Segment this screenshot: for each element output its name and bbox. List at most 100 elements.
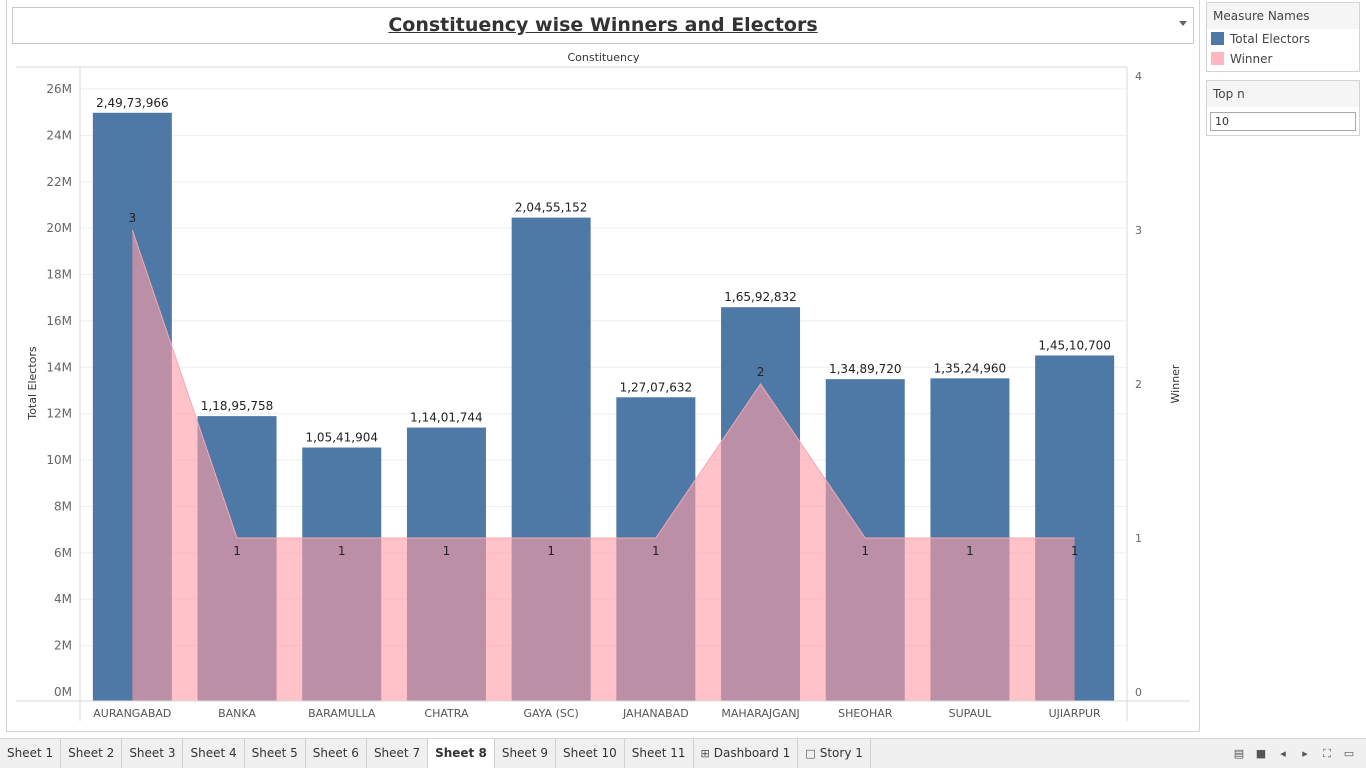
sheet-tabs: Sheet 1 Sheet 2 Sheet 3 Sheet 4 Sheet 5 Sheet… <box>0 739 871 768</box>
tab-sheet-1[interactable]: Sheet 1 <box>0 739 62 768</box>
winner-data-label: 1 <box>1071 544 1079 558</box>
legend-panel: Measure Names Total Electors Winner <box>1206 2 1360 72</box>
tab-sheet-2[interactable]: Sheet 2 <box>61 739 123 768</box>
data-labels: 2,49,73,966 1,18,95,758 1,05,41,904 1,14,01… <box>96 96 1111 558</box>
bar-data-label: 1,65,92,832 <box>724 290 797 304</box>
tab-label: Sheet 10 <box>562 746 617 760</box>
tab-sheet-9[interactable]: Sheet 9 <box>495 739 556 768</box>
area-winner <box>131 229 1075 701</box>
y-tick-label: 6M <box>54 546 72 560</box>
bar-data-label: 1,18,95,758 <box>201 399 274 413</box>
tab-label: Sheet 1 <box>7 746 54 760</box>
tab-sheet-4[interactable]: Sheet 4 <box>183 739 245 768</box>
tab-label: Sheet 3 <box>129 746 176 760</box>
tab-dashboard-1[interactable]: ⊞ Dashboard 1 <box>694 739 799 768</box>
tab-sheet-10[interactable]: Sheet 10 <box>556 739 625 768</box>
x-tick-label: UJIARPUR <box>1049 707 1101 720</box>
bar-data-label: 1,27,07,632 <box>620 380 693 394</box>
y-tick-label: 22M <box>46 175 72 189</box>
y-tick-label: 2M <box>54 639 72 653</box>
winner-data-label: 1 <box>861 544 869 558</box>
bar-data-label: 1,45,10,700 <box>1038 338 1111 352</box>
top-n-input[interactable] <box>1210 112 1356 131</box>
column-header: Constituency <box>567 51 640 64</box>
tab-sheet-5[interactable]: Sheet 5 <box>245 739 306 768</box>
legend-label: Winner <box>1230 52 1273 66</box>
tab-sheet-11[interactable]: Sheet 11 <box>625 739 694 768</box>
legend-swatch-winner <box>1211 52 1224 65</box>
y-tick-label: 8M <box>54 499 72 513</box>
tab-controls: ▤ ■ ◂ ▸ ⛶ ▭ <box>1228 739 1360 768</box>
tab-label: Sheet 4 <box>190 746 237 760</box>
winner-data-label: 1 <box>338 544 346 558</box>
y-axis-title: Total Electors <box>26 346 39 421</box>
tab-sheet-8[interactable]: Sheet 8 <box>428 739 495 768</box>
presentation-mode-icon[interactable]: ▭ <box>1343 746 1355 760</box>
bar-data-label: 2,49,73,966 <box>96 96 169 110</box>
y2-tick-label: 2 <box>1135 378 1142 391</box>
chevron-down-icon[interactable] <box>1179 21 1187 26</box>
fullscreen-icon[interactable]: ⛶ <box>1323 746 1331 760</box>
winner-data-label: 1 <box>966 544 974 558</box>
tab-story-1[interactable]: □ Story 1 <box>798 739 871 768</box>
bar-data-label: 1,05,41,904 <box>305 431 378 445</box>
x-tick-label: BARAMULLA <box>308 707 376 720</box>
next-sheet-icon[interactable]: ▸ <box>1302 746 1308 760</box>
y-tick-label: 12M <box>46 407 72 421</box>
previous-sheet-icon[interactable]: ◂ <box>1280 746 1286 760</box>
winner-data-label: 2 <box>757 365 765 379</box>
bar-data-label: 1,34,89,720 <box>829 362 902 376</box>
x-tick-label: CHATRA <box>424 707 469 720</box>
tab-label: Sheet 5 <box>251 746 298 760</box>
sheet-tab-bar: Sheet 1 Sheet 2 Sheet 3 Sheet 4 Sheet 5 Sheet… <box>0 738 1366 768</box>
y-tick-label: 14M <box>46 360 72 374</box>
tab-label: Sheet 9 <box>501 746 548 760</box>
show-tabs-icon[interactable]: ■ <box>1255 746 1267 760</box>
worksheet-area <box>6 0 1200 732</box>
winner-data-label: 1 <box>443 544 451 558</box>
y-tick-label: 4M <box>54 592 72 606</box>
combo-chart: Constituency0M2M4M6M8M10M12M14M16M18M20M… <box>16 51 1190 721</box>
y2-axis-title: Winner <box>1169 364 1182 403</box>
story-icon: □ <box>805 747 816 760</box>
dashboard-icon: ⊞ <box>700 747 710 760</box>
x-tick-label: SHEOHAR <box>838 707 893 720</box>
top-n-parameter-panel: Top n <box>1206 80 1360 136</box>
show-filmstrip-icon[interactable]: ▤ <box>1233 746 1245 760</box>
chart-title-box: Constituency wise Winners and Electors <box>12 7 1194 44</box>
y-tick-label: 24M <box>46 128 72 142</box>
bar-data-label: 1,14,01,744 <box>410 411 483 425</box>
x-tick-label: GAYA (SC) <box>523 707 578 720</box>
y2-tick-label: 1 <box>1135 532 1142 545</box>
legend-item-winner[interactable]: Winner <box>1207 49 1359 69</box>
legend-label: Total Electors <box>1230 32 1310 46</box>
tab-label: Sheet 11 <box>631 746 686 760</box>
legend-item-total-electors[interactable]: Total Electors <box>1207 29 1359 49</box>
winner-data-label: 3 <box>129 211 137 225</box>
winner-data-label: 1 <box>652 544 660 558</box>
y-tick-label: 10M <box>46 453 72 467</box>
tab-label: Sheet 7 <box>373 746 421 760</box>
tab-sheet-3[interactable]: Sheet 3 <box>122 739 184 768</box>
x-tick-label: MAHARAJGANJ <box>721 707 799 720</box>
tab-label: Story 1 <box>819 746 863 760</box>
bar-data-label: 2,04,55,152 <box>515 201 588 215</box>
chart-title: Constituency wise Winners and Electors <box>388 14 818 36</box>
bar-data-label: 1,35,24,960 <box>934 361 1007 375</box>
tab-label: Sheet 2 <box>68 746 115 760</box>
tab-label: Sheet 6 <box>312 746 359 760</box>
y-tick-label: 18M <box>46 268 72 282</box>
tab-sheet-7[interactable]: Sheet 7 <box>367 739 429 768</box>
x-tick-label: BANKA <box>218 707 256 720</box>
y2-tick-label: 4 <box>1135 70 1142 83</box>
x-tick-label: AURANGABAD <box>93 707 171 720</box>
area-fill-winner <box>132 230 1075 701</box>
tab-sheet-6[interactable]: Sheet 6 <box>306 739 367 768</box>
y2-tick-label: 3 <box>1135 224 1142 237</box>
x-tick-label: SUPAUL <box>949 707 993 720</box>
y-tick-label: 0M <box>54 685 72 699</box>
winner-data-label: 1 <box>233 544 241 558</box>
y-tick-label: 20M <box>46 221 72 235</box>
parameter-title: Top n <box>1207 81 1359 107</box>
y2-tick-label: 0 <box>1135 686 1142 699</box>
